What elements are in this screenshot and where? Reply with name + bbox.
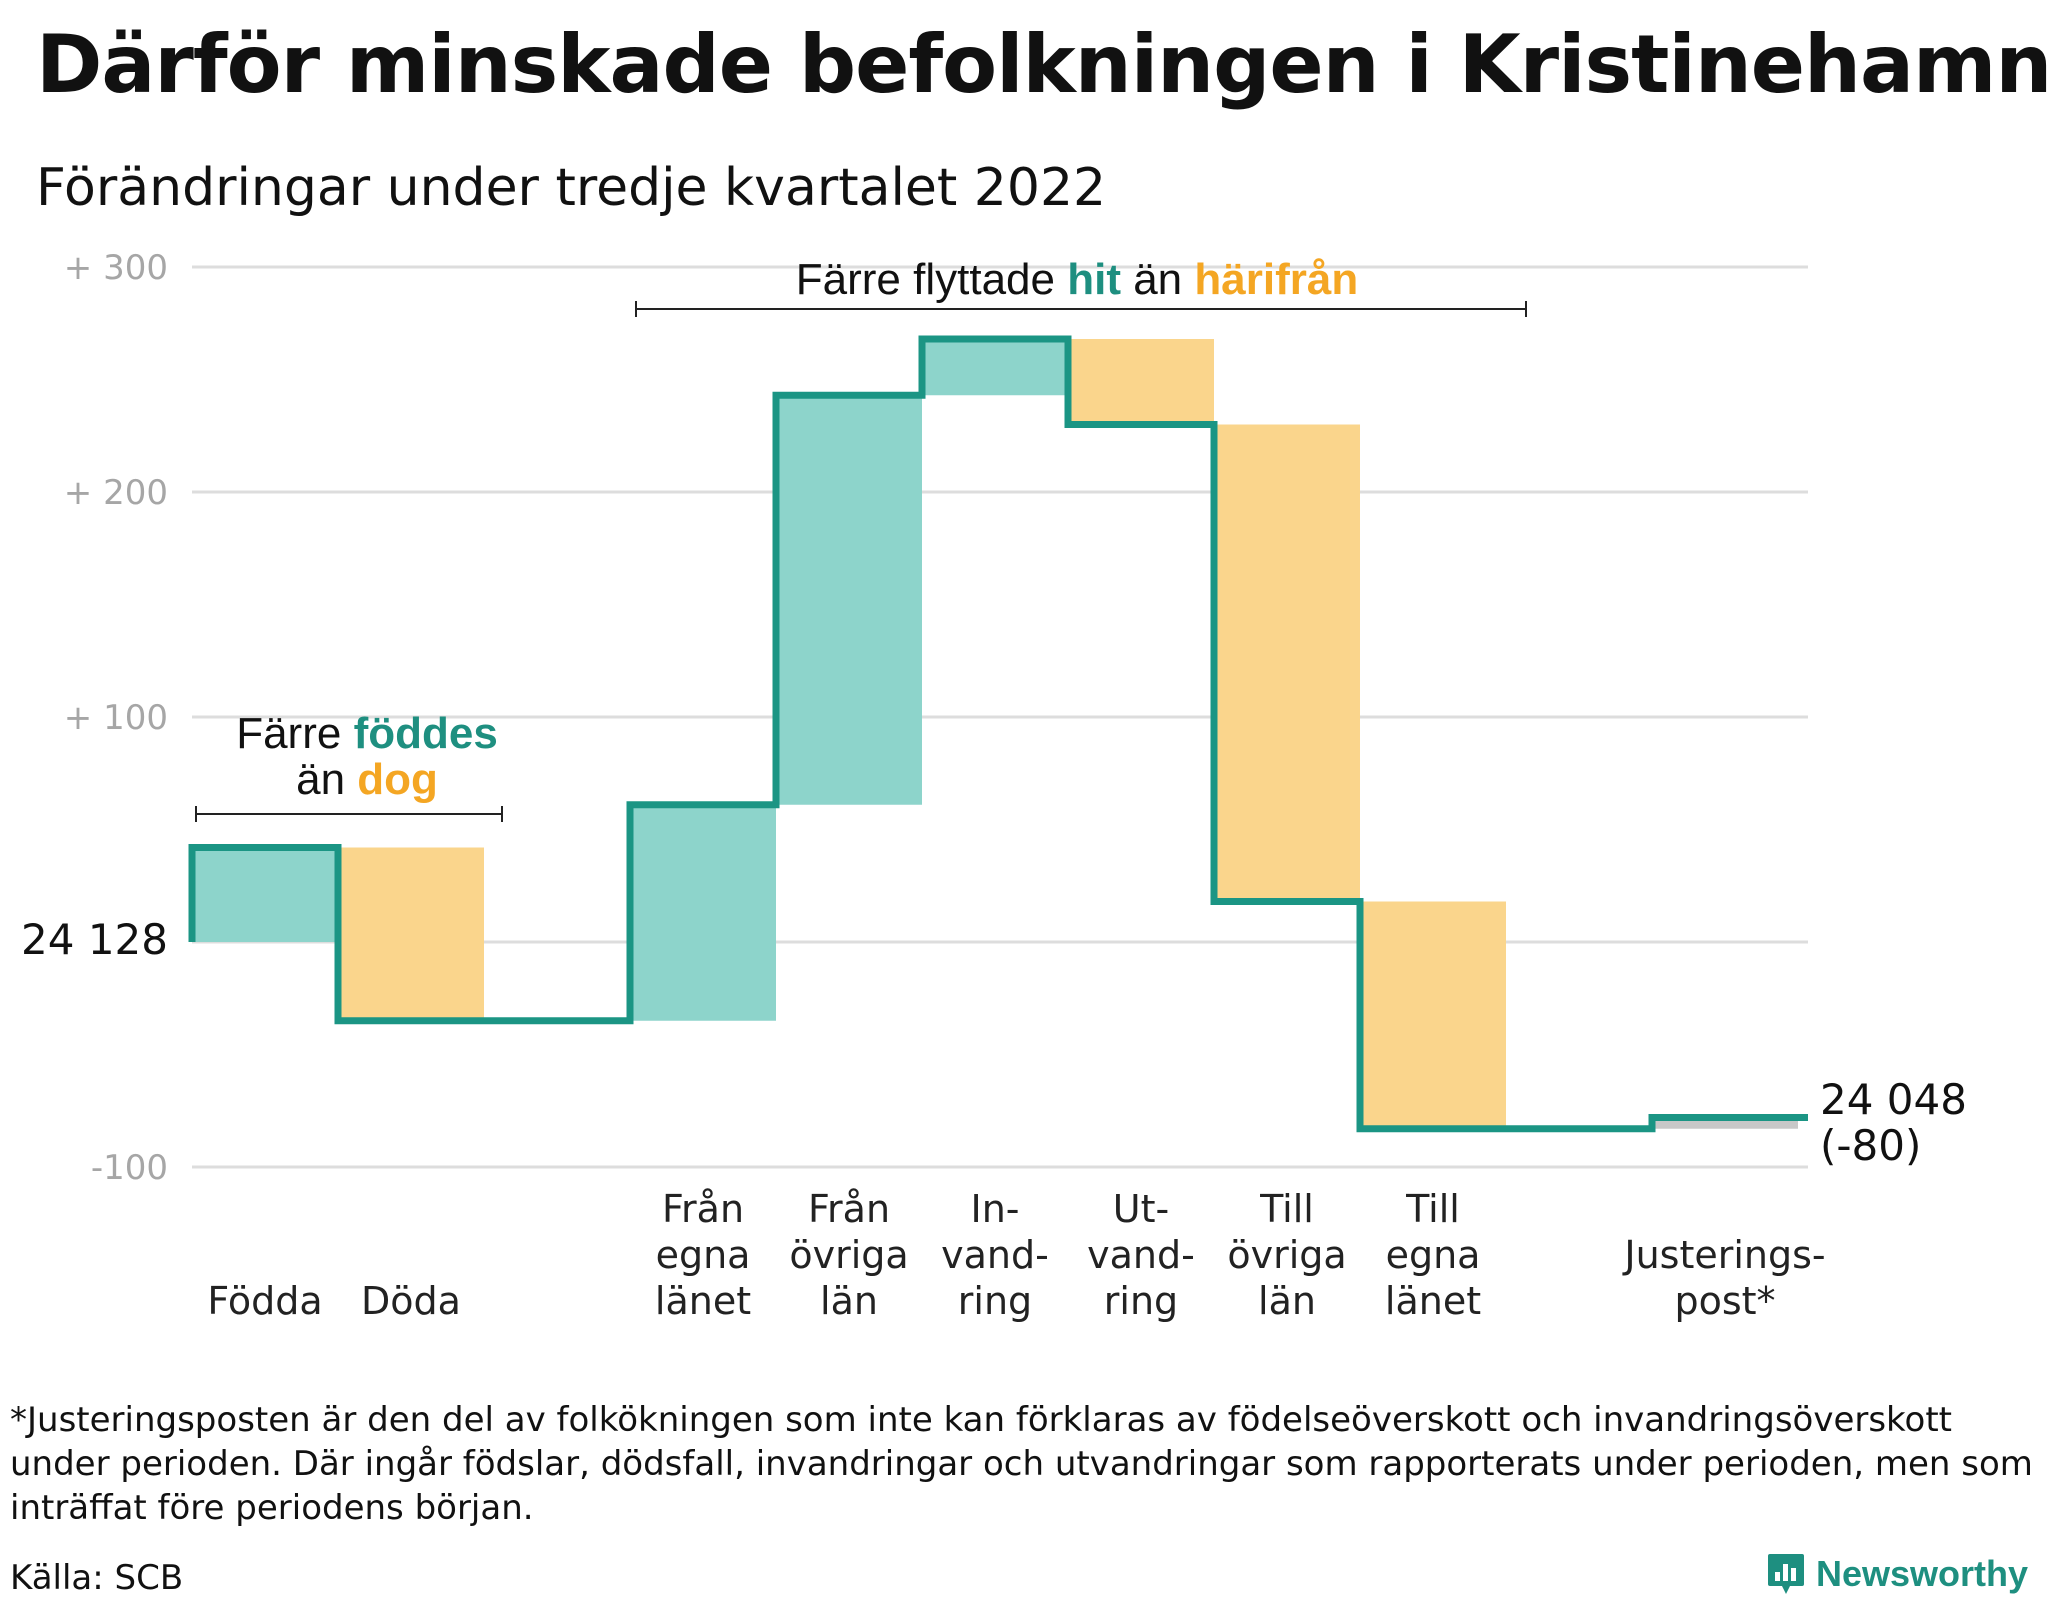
births-annotation-line2: än dog <box>296 755 438 804</box>
bar-increase <box>776 395 922 805</box>
chart-subtitle: Förändringar under tredje kvartalet 2022 <box>36 158 1107 218</box>
category-label: Ut-vand-ring <box>1087 1187 1195 1323</box>
category-label: Från övriga län <box>789 1187 908 1323</box>
category-labels: Födda Döda Från egna länet Från övriga län In-va… <box>207 1187 1825 1323</box>
waterfall-chart: + 300 + 200 + 100 24 128 -100 Födda Döda Från e… <box>21 248 1967 1323</box>
end-value-label: 24 048 <box>1820 1075 1967 1124</box>
migration-annotation-text: Färre flyttade hit än härifrån <box>796 255 1358 304</box>
bar-chart-speech-icon <box>1766 1552 1806 1596</box>
births-annotation-line1: Färre föddes <box>236 709 498 758</box>
category-label: Justerings-post* <box>1622 1233 1825 1323</box>
y-tick-label: + 300 <box>64 248 168 288</box>
migration-annotation: Färre flyttade hit än härifrån <box>635 255 1527 317</box>
y-tick-label: + 100 <box>64 698 168 738</box>
bar-decrease <box>1068 339 1214 425</box>
category-label: In-vand-ring <box>941 1187 1049 1323</box>
category-label: Döda <box>361 1279 461 1323</box>
end-labels: 24 048 (-80) <box>1820 1075 1967 1170</box>
bar-decrease <box>1360 901 1506 1129</box>
cumulative-step-line <box>188 335 1808 1133</box>
category-label: Till övriga län <box>1227 1187 1346 1323</box>
footnote: *Justeringsposten är den del av folkökni… <box>10 1400 2033 1528</box>
y-tick-label: -100 <box>91 1148 168 1188</box>
y-tick-label: + 200 <box>64 473 168 513</box>
bar-decrease <box>1214 424 1360 902</box>
brand-logo: Newsworthy <box>1766 1552 2028 1596</box>
bars <box>192 339 1798 1129</box>
y-tick-label: 24 128 <box>21 915 168 964</box>
category-label: Till egna länet <box>1385 1187 1481 1323</box>
y-tick-labels: + 300 + 200 + 100 24 128 -100 <box>21 248 168 1188</box>
annotations: Färre föddes än dog Färre flyttade hit ä… <box>195 255 1527 822</box>
category-label: Från egna länet <box>655 1187 751 1323</box>
bar-increase <box>192 847 338 942</box>
category-label: Födda <box>207 1279 322 1323</box>
end-change-label: (-80) <box>1820 1121 1921 1170</box>
chart-title: Därför minskade befolkningen i Kristineh… <box>36 18 2048 111</box>
bar-increase <box>922 339 1068 396</box>
bar-decrease <box>338 847 484 1021</box>
bar-increase <box>630 804 776 1021</box>
step-line <box>188 335 1808 1133</box>
source-label: Källa: SCB <box>10 1558 184 1598</box>
bar-adjustment <box>1652 1117 1798 1129</box>
brand-name: Newsworthy <box>1815 1553 2028 1594</box>
births-annotation: Färre föddes än dog <box>195 709 503 822</box>
